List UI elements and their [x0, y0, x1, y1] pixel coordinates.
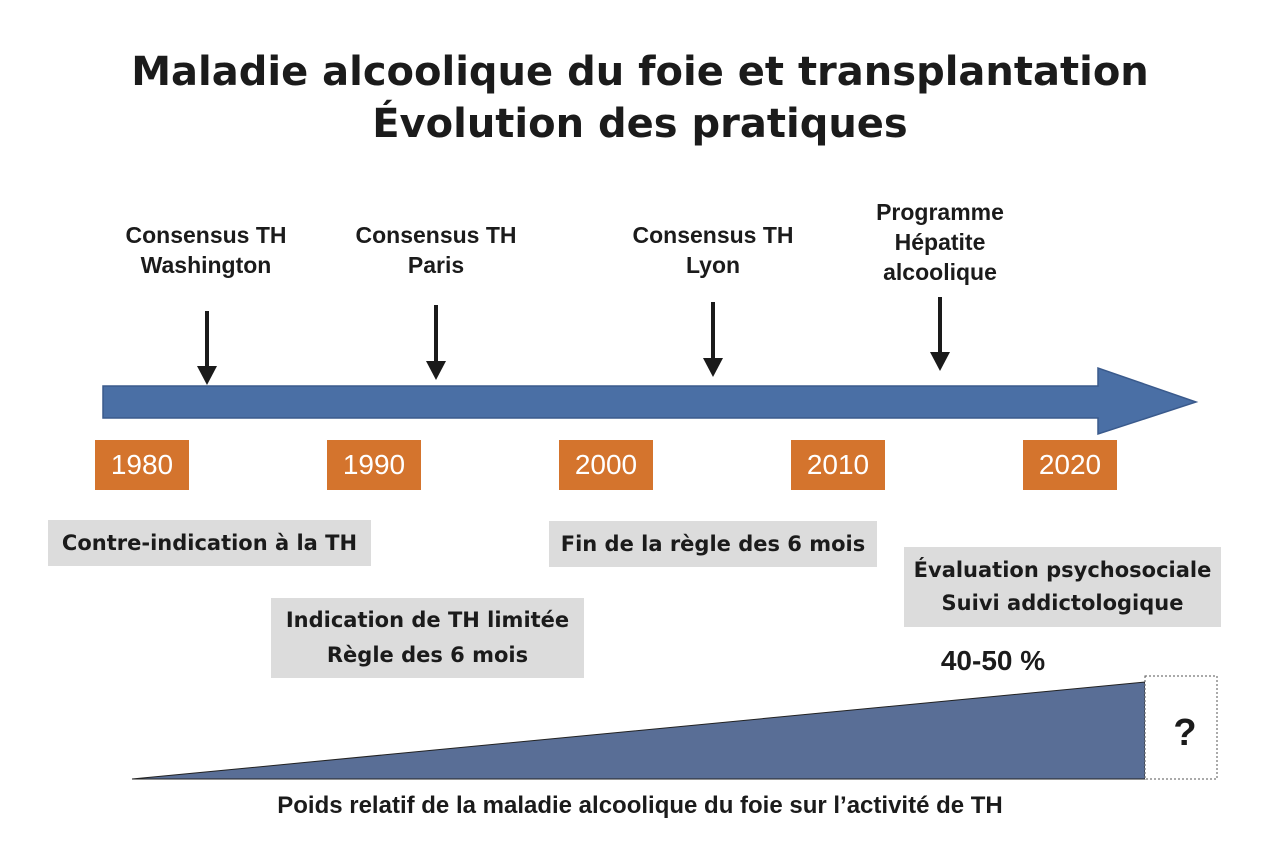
timeline-arrow	[102, 366, 1199, 436]
note-indication-limitee: Indication de TH limitée Règle des 6 moi…	[271, 598, 584, 678]
event-consensus-lyon: Consensus TH Lyon	[583, 220, 843, 280]
note-line: Suivi addictologique	[941, 591, 1184, 615]
event-line: Consensus TH	[355, 222, 517, 248]
event-arrow-lyon	[703, 302, 723, 377]
year-1990: 1990	[327, 440, 421, 490]
note-line: Fin de la règle des 6 mois	[560, 532, 866, 556]
event-consensus-paris: Consensus TH Paris	[306, 220, 566, 280]
unknown-label: ?	[1173, 712, 1197, 754]
event-line: Consensus TH	[125, 222, 287, 248]
event-consensus-washington: Consensus TH Washington	[76, 220, 336, 280]
year-2010: 2010	[791, 440, 885, 490]
event-line: Lyon	[685, 252, 741, 278]
relative-weight-wedge	[131, 681, 1146, 780]
note-evaluation: Évaluation psychosociale Suivi addictolo…	[904, 547, 1221, 627]
percentage-label: 40-50 %	[940, 645, 1046, 676]
note-line: Règle des 6 mois	[326, 643, 529, 667]
event-line: Hépatite	[894, 229, 986, 255]
event-line: Programme	[876, 199, 1004, 225]
year-2000: 2000	[559, 440, 653, 490]
title-line-2: Évolution des pratiques	[372, 101, 908, 147]
note-line: Indication de TH limitée	[285, 608, 570, 632]
event-arrow-paris	[426, 305, 446, 380]
year-2020: 2020	[1023, 440, 1117, 490]
unknown-future-box	[1144, 675, 1218, 780]
wedge-caption: Poids relatif de la maladie alcoolique d…	[277, 792, 1003, 819]
note-contraindication: Contre-indication à la TH	[48, 520, 371, 566]
note-fin-regle: Fin de la règle des 6 mois	[549, 521, 877, 567]
event-arrow-washington	[197, 311, 217, 385]
event-line: Consensus TH	[632, 222, 794, 248]
event-line: Washington	[140, 252, 272, 278]
diagram-title: Maladie alcoolique du foie et transplant…	[0, 46, 1280, 150]
event-arrow-programme	[930, 297, 950, 371]
title-line-1: Maladie alcoolique du foie et transplant…	[131, 49, 1149, 95]
note-line: Contre-indication à la TH	[61, 531, 358, 555]
note-line: Évaluation psychosociale	[913, 558, 1212, 582]
year-1980: 1980	[95, 440, 189, 490]
event-programme-hepatite: Programme Hépatite alcoolique	[810, 197, 1070, 287]
event-line: alcoolique	[883, 259, 997, 285]
event-line: Paris	[407, 252, 465, 278]
